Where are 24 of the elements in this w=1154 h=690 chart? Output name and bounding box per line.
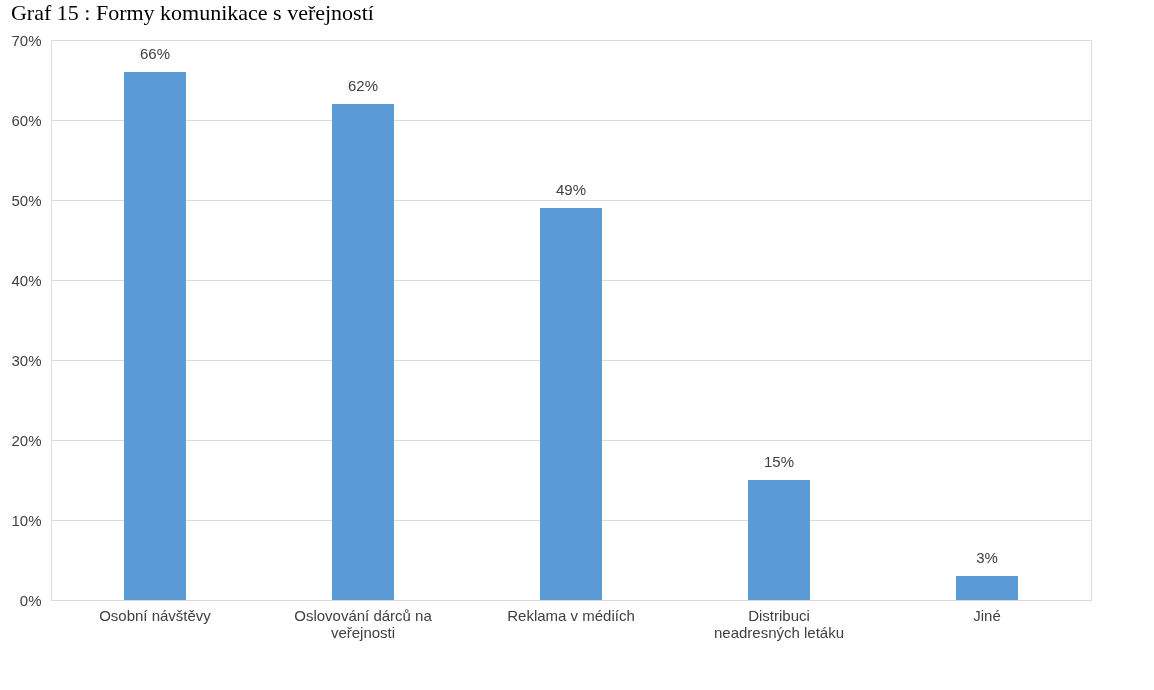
x-tick-label: Distribuci neadresných letáku (713, 606, 845, 641)
bar (956, 576, 1018, 600)
data-label: 62% (347, 77, 379, 94)
data-label: 66% (139, 45, 171, 62)
y-tick-label: 40% (11, 271, 42, 289)
data-label: 49% (555, 181, 587, 198)
bar (748, 480, 810, 600)
y-tick-label: 30% (11, 351, 42, 369)
y-tick-label: 0% (19, 591, 42, 609)
data-label: 3% (976, 549, 998, 566)
x-tick-label: Jiné (973, 606, 1001, 624)
y-tick-label: 60% (11, 111, 42, 129)
bar (540, 208, 602, 600)
bar (332, 104, 394, 600)
y-tick-label: 70% (11, 31, 42, 49)
y-tick-label: 20% (11, 431, 42, 449)
chart-title: Graf 15 : Formy komunikace s veřejností (10, 0, 374, 25)
x-tick-label: Osobní návštěvy (99, 606, 212, 624)
data-label: 15% (763, 453, 795, 470)
x-tick-label: Oslovování dárců na veřejnosti (294, 606, 433, 641)
x-tick-label: Reklama v médiích (507, 606, 635, 624)
y-tick-label: 10% (11, 511, 42, 529)
y-tick-label: 50% (11, 191, 42, 209)
bar (124, 72, 186, 600)
